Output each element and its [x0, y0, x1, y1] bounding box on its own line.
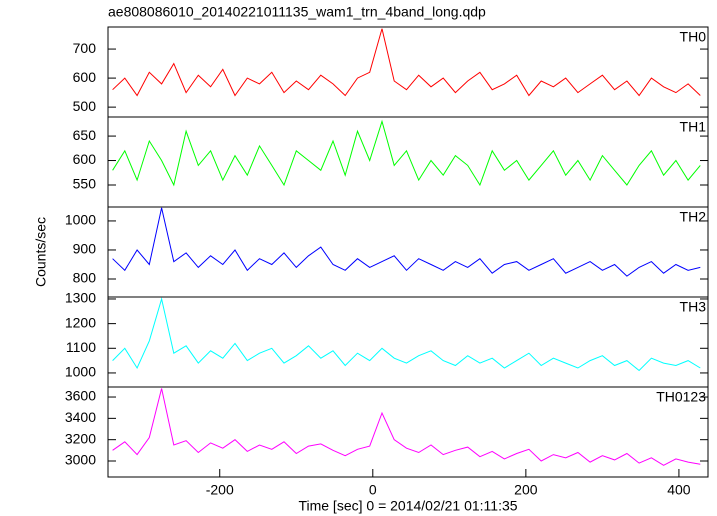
- y-tick-label: 700: [73, 40, 97, 56]
- y-tick-label: 3200: [65, 430, 96, 446]
- data-line: [112, 28, 701, 97]
- x-axis-label: Time [sec] 0 = 2014/02/21 01:11:35: [298, 498, 517, 514]
- series-label: TH1: [680, 119, 707, 135]
- y-tick-label: 650: [73, 127, 97, 143]
- y-tick-label: 600: [73, 69, 97, 85]
- y-tick-label: 1000: [65, 212, 96, 228]
- data-line: [112, 297, 701, 372]
- series-label: TH0123: [656, 389, 706, 405]
- y-tick-label: 900: [73, 241, 97, 257]
- data-line: [112, 119, 701, 187]
- y-tick-label: 500: [73, 98, 97, 114]
- y-tick-label: 550: [73, 176, 97, 192]
- x-tick-label: 0: [369, 482, 377, 498]
- y-tick-label: 1300: [65, 290, 96, 306]
- y-tick-label: 1000: [65, 364, 96, 380]
- y-tick-label: 800: [73, 270, 97, 286]
- data-line: [112, 388, 701, 466]
- data-line: [112, 207, 701, 277]
- x-tick-label: 200: [514, 482, 538, 498]
- series-label: TH3: [680, 299, 707, 315]
- y-axis-label: Counts/sec: [33, 217, 49, 287]
- x-tick-label: -200: [206, 482, 234, 498]
- y-tick-label: 1200: [65, 314, 96, 330]
- series-label: TH0: [680, 29, 707, 45]
- y-tick-label: 3000: [65, 452, 96, 468]
- chart-title: ae808086010_20140221011135_wam1_trn_4ban…: [108, 4, 486, 20]
- y-tick-label: 3600: [65, 388, 96, 404]
- x-tick-label: 400: [667, 482, 691, 498]
- y-tick-label: 600: [73, 151, 97, 167]
- y-tick-label: 1100: [66, 339, 96, 355]
- series-label: TH2: [680, 209, 707, 225]
- y-tick-label: 3400: [65, 409, 96, 425]
- panel-frame: [107, 386, 709, 478]
